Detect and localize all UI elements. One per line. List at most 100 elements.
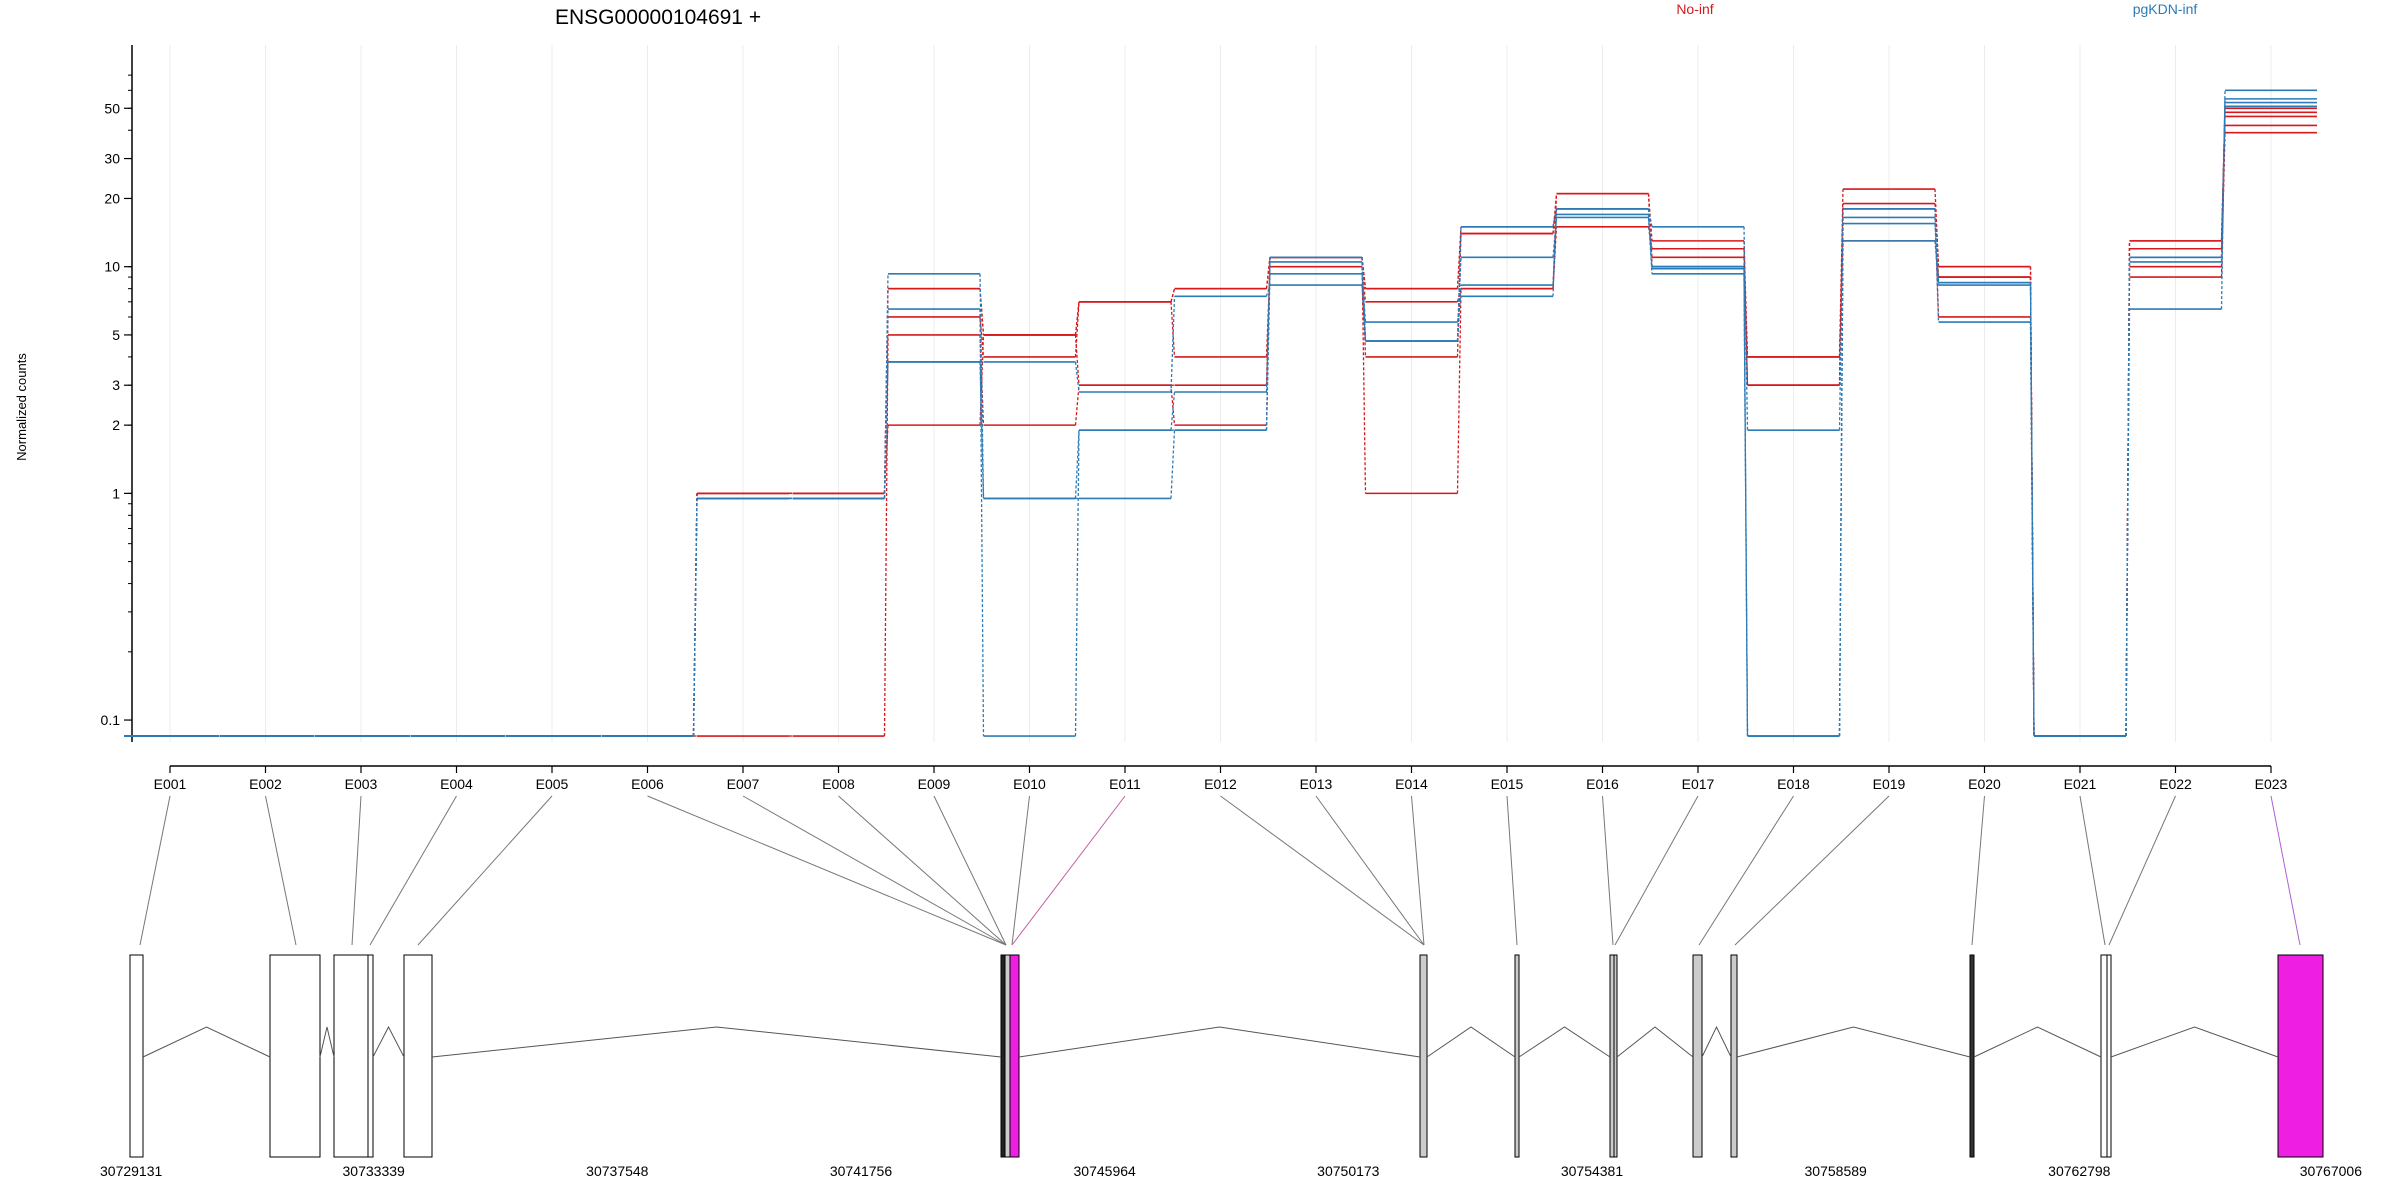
data-connector [2125, 257, 2131, 737]
data-connector [1361, 257, 1367, 494]
exon-connector [139, 795, 171, 946]
exon-box [2106, 954, 2112, 1158]
y-axis: 0.1 1 2 3 5 10 20 30 50 [101, 45, 133, 742]
x-tick-label: E020 [1968, 776, 2001, 792]
intron-caret [142, 1026, 271, 1058]
exon-connector [933, 795, 1007, 946]
genomic-tick-label: 30745964 [1074, 1163, 1137, 1179]
exon-box [1000, 954, 1006, 1158]
intron-caret [431, 1026, 1002, 1058]
intron-caret [1973, 1026, 2102, 1058]
data-connector [1934, 189, 1940, 267]
data-connector [1456, 285, 1462, 342]
chart-title: ENSG00000104691 + [555, 6, 761, 29]
exon-connector [1614, 795, 1699, 946]
genomic-axis: 30729131 30733339 30737548 30741756 30745964… [100, 1163, 2362, 1179]
intron-caret [2110, 1026, 2279, 1058]
data-connector [1838, 240, 1844, 737]
data-connector [1170, 391, 1176, 431]
exon-box [333, 954, 369, 1158]
exon-box [2277, 954, 2324, 1158]
data-connector [1265, 257, 1271, 426]
data-connector [692, 498, 698, 737]
data-connector [2220, 106, 2226, 258]
x-tick-label: E010 [1013, 776, 1046, 792]
y-tick-label: 30 [104, 151, 120, 167]
x-tick-label: E013 [1300, 776, 1333, 792]
gridlines [169, 45, 2272, 742]
exon-connector [1315, 795, 1425, 946]
intron-caret [1426, 1026, 1516, 1058]
data-connector [1074, 301, 1080, 357]
data-connector [883, 334, 889, 737]
x-tick-label: E017 [1682, 776, 1715, 792]
legend-label: No-inf [1676, 1, 1713, 17]
data-connector [1934, 217, 1940, 323]
data-connector [979, 316, 985, 357]
x-tick-label: E001 [154, 776, 187, 792]
data-connector [1552, 208, 1558, 227]
exon-box [367, 954, 374, 1158]
data-connector [1743, 226, 1749, 431]
x-tick-label: E015 [1491, 776, 1524, 792]
x-tick-label: E023 [2255, 776, 2288, 792]
exon-box [1419, 954, 1428, 1158]
exon-box [1730, 954, 1738, 1158]
data-connector [1647, 214, 1653, 267]
y-tick-label: 3 [112, 377, 120, 393]
exon-connector [1011, 795, 1126, 946]
exon-box [1969, 954, 1975, 1158]
genomic-tick-label: 30750173 [1317, 1163, 1380, 1179]
exon-box [1514, 954, 1520, 1158]
exon-connector [351, 795, 362, 946]
exon-box [129, 954, 144, 1158]
x-tick-label: E009 [918, 776, 951, 792]
x-tick-label: E012 [1204, 776, 1237, 792]
genomic-tick-label: 30762798 [2048, 1163, 2111, 1179]
data-connector [1074, 301, 1080, 336]
data-connector [1456, 226, 1462, 342]
data-connector [1265, 261, 1271, 393]
exon-connector [265, 795, 297, 946]
genomic-tick-label: 30733339 [343, 1163, 406, 1179]
x-tick-label: E004 [440, 776, 473, 792]
x-tick-label: E002 [249, 776, 282, 792]
data-connector [1074, 430, 1080, 499]
exon-connector [1602, 795, 1614, 946]
intron-caret [1518, 1026, 1611, 1058]
series-lines [124, 89, 2317, 737]
data-connector [1170, 288, 1176, 302]
exon-connector [838, 795, 1007, 946]
x-axis: E001 E002 E003 E004 E005 E006 E007 E008 E009 E010… [154, 765, 2288, 792]
exon-connector [2270, 795, 2301, 946]
data-connector [1361, 285, 1367, 342]
data-connector [1265, 284, 1271, 297]
y-tick-label: 0.1 [101, 712, 121, 728]
data-connector [1074, 334, 1080, 386]
legend: No-inf pgKDN-inf [1676, 1, 2197, 17]
gene-model [129, 954, 2324, 1158]
exon-connector [2108, 795, 2176, 946]
data-connector [883, 361, 889, 499]
x-tick-label: E005 [536, 776, 569, 792]
exon-boxes [129, 954, 2324, 1158]
data-connector [1074, 430, 1080, 737]
intron-caret [1616, 1026, 1694, 1058]
x-tick-label: E008 [822, 776, 855, 792]
data-connector [1170, 430, 1176, 499]
exon-connector [1220, 795, 1425, 946]
y-tick-label: 10 [104, 259, 120, 275]
intron-caret [1736, 1026, 1971, 1058]
x-tick-label: E006 [631, 776, 664, 792]
exon-box [1609, 954, 1615, 1158]
exon-connector [1011, 795, 1030, 946]
genomic-tick-label: 30754381 [1561, 1163, 1624, 1179]
data-connector [1743, 268, 1749, 737]
x-tick-label: E018 [1777, 776, 1810, 792]
intron-caret [1018, 1026, 1421, 1058]
data-connector [1361, 257, 1367, 342]
x-tick-label: E021 [2064, 776, 2097, 792]
exon-box [2100, 954, 2108, 1158]
data-connector [2125, 248, 2131, 737]
